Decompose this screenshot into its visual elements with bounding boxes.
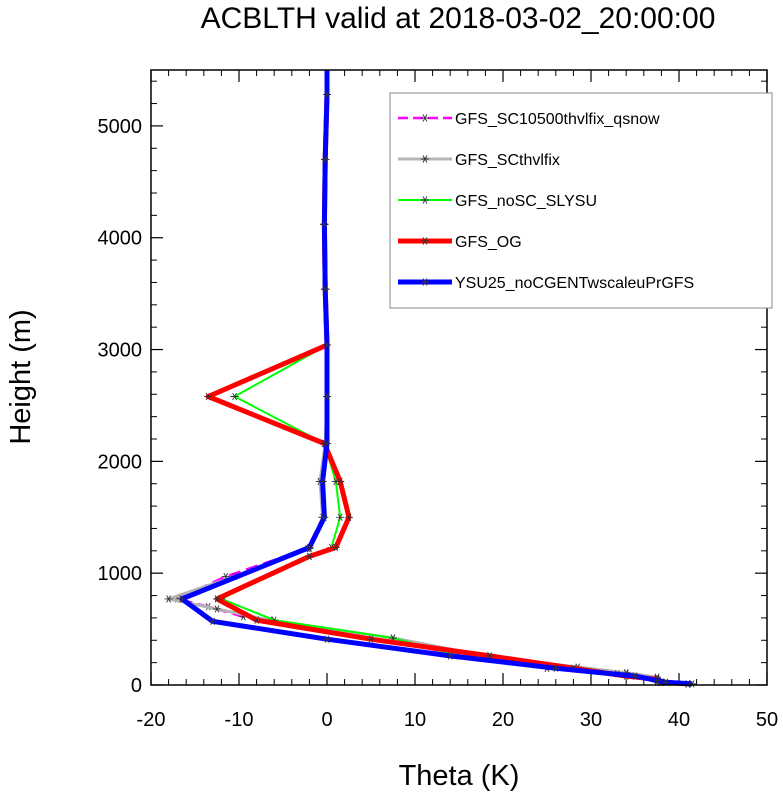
x-tick-label: 50 <box>756 709 778 731</box>
point-marker <box>208 617 217 625</box>
y-tick-label: 5000 <box>98 116 143 138</box>
point-marker <box>323 439 331 448</box>
point-marker <box>320 513 329 521</box>
point-marker <box>177 595 186 603</box>
x-tick-label: 20 <box>492 709 514 731</box>
point-marker <box>318 477 327 486</box>
point-marker <box>321 285 330 293</box>
point-marker <box>653 676 661 685</box>
point-marker <box>336 513 345 521</box>
point-marker <box>321 155 330 164</box>
point-marker <box>323 341 331 349</box>
point-marker <box>367 635 375 643</box>
point-marker <box>421 278 429 286</box>
series-ysu25-nocgentwscaleuprgfs <box>177 70 697 688</box>
legend-box <box>389 92 773 309</box>
x-tick-label: -20 <box>137 709 166 731</box>
point-marker <box>421 155 429 163</box>
point-marker <box>252 616 261 624</box>
plot-frame <box>150 69 768 686</box>
point-marker <box>213 605 221 613</box>
legend-label: GFS_SCthvlfix <box>455 152 560 169</box>
point-marker <box>230 392 239 401</box>
legend-label: GFS_OG <box>455 234 522 251</box>
point-marker <box>421 196 429 204</box>
point-marker <box>305 552 314 561</box>
point-marker <box>446 652 455 660</box>
point-marker <box>323 635 331 643</box>
x-tick-label: 0 <box>321 709 332 731</box>
y-axis-label: Height (m) <box>5 309 37 444</box>
point-marker <box>551 664 560 672</box>
point-marker <box>323 392 331 401</box>
legend-label: GFS_noSC_SLYSU <box>455 193 597 210</box>
point-marker <box>421 237 429 245</box>
y-tick-label: 2000 <box>98 451 143 473</box>
point-marker <box>688 680 697 688</box>
point-marker <box>204 392 213 401</box>
point-marker <box>323 90 331 99</box>
point-marker <box>320 220 329 228</box>
x-tick-label: -10 <box>225 709 254 731</box>
point-marker <box>331 543 340 552</box>
series-lines <box>164 70 697 688</box>
legend-label: YSU25_noCGENTwscaleuPrGFS <box>455 275 694 292</box>
point-marker <box>164 595 173 603</box>
point-marker <box>631 672 639 680</box>
legend-label: GFS_SC10500thvlfix_qsnow <box>455 111 660 128</box>
x-tick-label: 40 <box>668 709 690 731</box>
point-marker <box>345 513 353 521</box>
x-axis-label: Theta (K) <box>399 760 520 792</box>
y-tick-label: 4000 <box>98 228 143 250</box>
legend: GFS_SC10500thvlfix_qsnow GFS_SCthvlfix GFS… <box>389 92 773 309</box>
y-tick-label: 0 <box>131 675 142 697</box>
point-marker <box>305 543 314 552</box>
point-marker <box>421 114 429 122</box>
series-line <box>179 70 693 687</box>
point-marker <box>213 595 221 603</box>
point-marker <box>336 477 345 486</box>
chart-title: ACBLTH valid at 2018-03-02_20:00:00 <box>201 2 716 35</box>
y-tick-label: 3000 <box>98 340 143 362</box>
y-tick-label: 1000 <box>98 563 143 585</box>
x-tick-label: 30 <box>580 709 602 731</box>
x-tick-label: 10 <box>404 709 426 731</box>
